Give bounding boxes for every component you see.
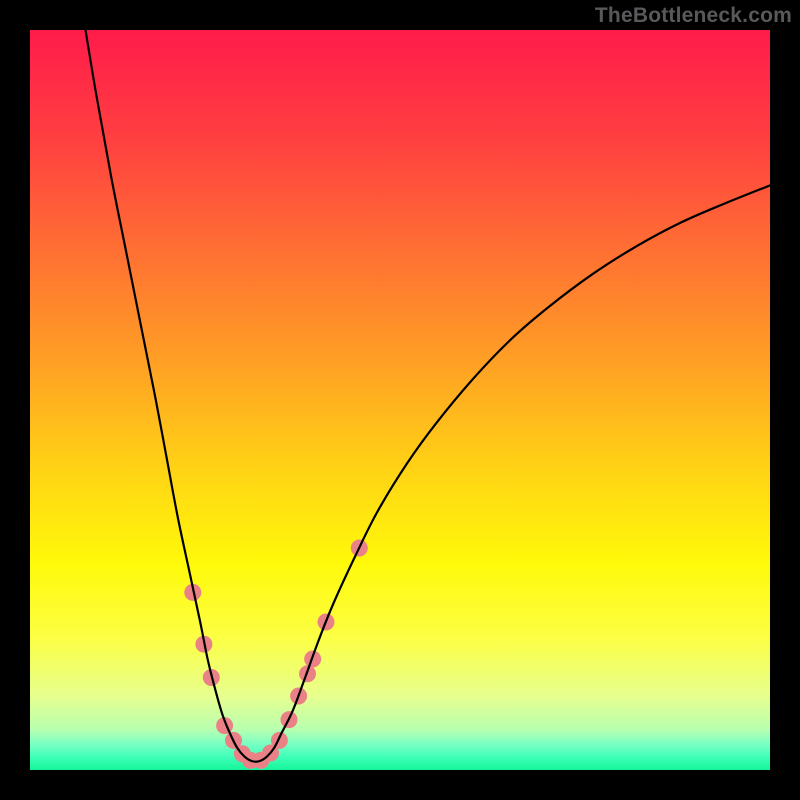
- plot-svg: [30, 30, 770, 770]
- plot-area: [30, 30, 770, 770]
- gradient-background: [30, 30, 770, 770]
- chart-frame: TheBottleneck.com: [0, 0, 800, 800]
- watermark-text: TheBottleneck.com: [595, 4, 792, 28]
- marker-dot: [271, 732, 288, 749]
